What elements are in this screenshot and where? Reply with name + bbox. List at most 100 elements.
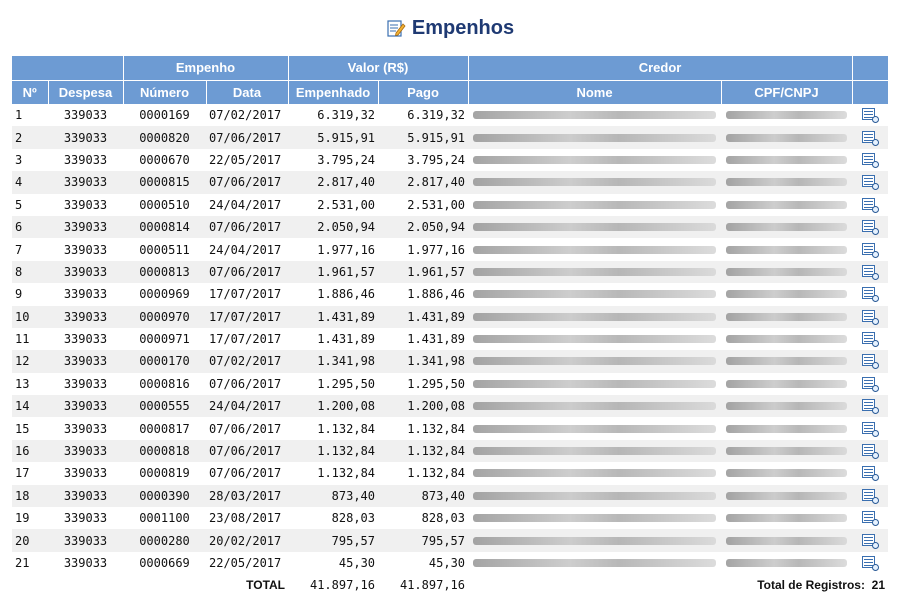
row-pago: 1.431,89: [378, 305, 469, 328]
group-header-actions: [852, 56, 889, 81]
row-numero-ordem: 15: [15, 421, 30, 436]
row-data: 07/06/2017: [206, 260, 289, 284]
row-numero-ordem: 1: [15, 108, 23, 123]
redacted-text: [726, 312, 848, 321]
redacted-text: [473, 536, 717, 545]
row-empenhado: 2.050,94: [288, 215, 379, 239]
row-action-cell: [852, 215, 889, 239]
table-row: 2 339033 0000820 07/06/2017 5.915,91 5.915,91: [12, 126, 889, 149]
column-header-row: Nº Despesa Número Data Empenhado Pago No…: [12, 80, 889, 104]
row-action-cell: [852, 552, 888, 574]
document-magnifier-icon[interactable]: [861, 286, 880, 303]
col-header-empenhado: Empenhado: [288, 80, 379, 104]
row-cpf-redacted: [721, 126, 853, 149]
redacted-text: [473, 424, 717, 433]
row-data: 17/07/2017: [209, 287, 282, 302]
row-numero: 0000817: [139, 421, 190, 436]
redacted-text: [726, 559, 848, 567]
row-cpf-redacted: [721, 238, 852, 260]
row-cpf-redacted: [721, 104, 852, 126]
table-row: 13 339033 0000816 07/06/2017 1.295,50 1.295,5…: [12, 373, 888, 395]
row-despesa: 339033: [48, 215, 123, 239]
row-nome-redacted: [468, 328, 721, 350]
document-magnifier-icon[interactable]: [861, 107, 880, 124]
edit-document-icon: [387, 20, 406, 37]
redacted-text: [726, 514, 848, 523]
document-magnifier-icon[interactable]: [861, 510, 880, 527]
document-magnifier-icon[interactable]: [861, 152, 880, 168]
row-pago: 2.050,94: [378, 215, 469, 239]
document-magnifier-icon[interactable]: [861, 197, 880, 213]
row-action-cell: [852, 238, 888, 260]
row-action-cell: [852, 194, 888, 216]
col-header-actions: [852, 80, 889, 104]
row-numero: 0000815: [123, 171, 206, 194]
row-numero-ordem: 11: [15, 332, 30, 347]
table-row: 17 339033 0000819 07/06/2017 1.132,84 1.132,8…: [12, 462, 888, 484]
totals-row: TOTAL 41.897,16 41.897,16 Total de Regis…: [12, 574, 889, 597]
row-despesa: 339033: [63, 108, 108, 123]
row-pago: 1.200,08: [378, 395, 469, 418]
redacted-text: [726, 155, 848, 164]
total-registros-count: 21: [871, 578, 886, 593]
document-magnifier-icon[interactable]: [861, 533, 880, 549]
row-empenhado: 795,57: [288, 529, 379, 552]
row-cpf-redacted: [721, 529, 853, 552]
row-action-cell: [852, 507, 888, 529]
document-magnifier-icon[interactable]: [861, 353, 880, 370]
row-data: 22/05/2017: [209, 152, 282, 167]
row-despesa: 339033: [48, 260, 123, 284]
redacted-text: [726, 424, 848, 433]
document-magnifier-icon[interactable]: [861, 130, 880, 146]
row-numero-ordem: 17: [15, 466, 30, 481]
document-magnifier-icon[interactable]: [861, 376, 880, 392]
document-magnifier-icon[interactable]: [861, 398, 880, 415]
row-numero: 0000814: [123, 215, 206, 239]
document-magnifier-icon[interactable]: [861, 219, 880, 236]
row-numero: 0000970: [123, 305, 206, 328]
row-empenhado: 1.977,16: [317, 242, 376, 257]
row-nome-redacted: [468, 552, 721, 574]
row-action-cell: [852, 149, 888, 171]
row-numero: 0000670: [139, 152, 190, 167]
table-row: 10 339033 0000970 17/07/2017 1.431,89 1.431,8…: [12, 305, 889, 328]
table-row: 1 339033 0000169 07/02/2017 6.319,32 6.319,32: [12, 104, 888, 126]
document-magnifier-icon[interactable]: [861, 331, 880, 348]
row-numero-ordem: 8: [12, 260, 48, 284]
document-magnifier-icon[interactable]: [861, 242, 880, 258]
table-row: 7 339033 0000511 24/04/2017 1.977,16 1.977,16: [12, 238, 888, 260]
row-nome-redacted: [468, 283, 721, 305]
document-magnifier-icon[interactable]: [861, 264, 880, 280]
row-pago: 795,57: [378, 529, 469, 552]
row-despesa: 339033: [63, 197, 108, 212]
document-magnifier-icon[interactable]: [861, 488, 880, 504]
row-cpf-redacted: [721, 462, 852, 484]
redacted-text: [726, 447, 848, 456]
row-numero-ordem: 6: [12, 215, 48, 239]
document-magnifier-icon[interactable]: [861, 465, 880, 482]
group-header-valor: Valor (R$): [288, 56, 469, 81]
redacted-text: [726, 290, 848, 299]
document-magnifier-icon[interactable]: [861, 443, 880, 460]
row-data: 07/02/2017: [206, 350, 289, 373]
row-action-cell: [852, 462, 888, 484]
row-numero-ordem: 21: [15, 556, 30, 570]
document-magnifier-icon[interactable]: [861, 174, 880, 191]
row-empenhado: 1.132,84: [288, 439, 379, 463]
row-numero: 0000813: [123, 260, 206, 284]
row-despesa: 339033: [48, 171, 123, 194]
row-despesa: 339033: [63, 287, 108, 302]
row-numero: 0000170: [123, 350, 206, 373]
row-action-cell: [852, 350, 889, 373]
col-header-nome: Nome: [468, 80, 722, 104]
row-empenhado: 1.295,50: [317, 376, 376, 391]
document-magnifier-icon[interactable]: [861, 555, 880, 571]
document-magnifier-icon[interactable]: [861, 309, 880, 325]
row-numero: 0001100: [139, 511, 190, 526]
redacted-text: [473, 178, 717, 187]
row-numero: 0000971: [139, 332, 190, 347]
row-pago: 6.319,32: [407, 108, 466, 123]
row-data: 28/03/2017: [206, 484, 289, 508]
row-nome-redacted: [468, 149, 721, 171]
document-magnifier-icon[interactable]: [861, 421, 880, 437]
